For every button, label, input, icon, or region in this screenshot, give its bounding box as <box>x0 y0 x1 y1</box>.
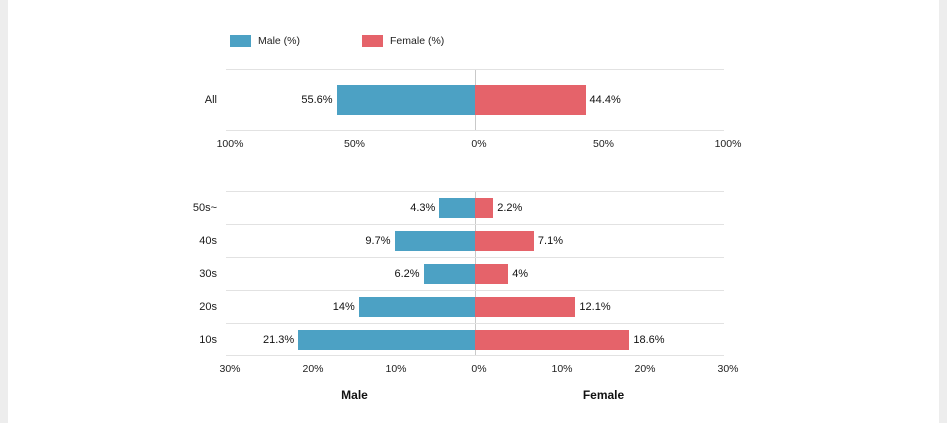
female-bar[interactable] <box>475 329 630 350</box>
female-half: 7.1% <box>475 225 724 257</box>
category-label: 30s <box>199 267 217 280</box>
category-label: 20s <box>199 300 217 313</box>
female-bar[interactable] <box>475 297 576 317</box>
legend-item-female[interactable]: Female (%) <box>362 34 445 47</box>
female-half: 2.2% <box>475 192 724 224</box>
x-axis: 100% 50% 0% 50% 100% <box>217 138 742 151</box>
male-half: 14% <box>226 291 475 323</box>
chart-age-groups: 50s~ 4.3% 2.2% 40s 9.7% 7.1% 30s 6.2% 4% 20s 14% 12… <box>8 191 939 403</box>
chart-all: All 55.6% 44.4% 100% 50% 0% 50% 100% <box>8 69 939 151</box>
plot-area: 14% 12.1% <box>226 290 724 323</box>
male-half: 55.6% <box>226 70 475 130</box>
axis-tick-label: 20% <box>634 363 656 375</box>
chart-row: 40s 9.7% 7.1% <box>8 224 728 257</box>
chart-row: All 55.6% 44.4% <box>8 69 728 131</box>
female-value-label: 18.6% <box>633 333 665 346</box>
category-label: 10s <box>199 333 217 346</box>
male-bar[interactable] <box>423 264 475 284</box>
legend-swatch-female-icon <box>362 34 384 47</box>
plot-area: 21.3% 18.6% <box>226 323 724 356</box>
legend-label-female: Female (%) <box>390 34 445 47</box>
female-value-label: 12.1% <box>579 301 611 313</box>
female-half: 44.4% <box>475 70 724 130</box>
male-bar[interactable] <box>358 297 475 317</box>
female-bar[interactable] <box>475 198 494 218</box>
male-value-label: 4.3% <box>410 202 436 214</box>
female-value-label: 44.4% <box>589 94 621 106</box>
female-half: 12.1% <box>475 291 724 323</box>
axis-tick-label: 100% <box>216 138 244 150</box>
axis-tick-label: 50% <box>592 138 615 150</box>
chart-rows: All 55.6% 44.4% <box>8 69 728 131</box>
chart-page: Male (%) Female (%) All 55.6% 44.4% 100% 50… <box>8 0 939 423</box>
male-value-label: 55.6% <box>301 94 333 106</box>
chart-row: 10s 21.3% 18.6% <box>8 323 728 356</box>
axis-tick-label: 10% <box>551 363 573 375</box>
x-axis-group-labels: Male Female <box>230 388 728 403</box>
male-bar[interactable] <box>298 329 475 350</box>
plot-area: 6.2% 4% <box>226 257 724 290</box>
legend: Male (%) Female (%) <box>230 34 939 47</box>
male-half: 9.7% <box>226 225 475 257</box>
legend-label-male: Male (%) <box>258 34 301 47</box>
x-axis-label-female: Female <box>582 388 625 402</box>
chart-row: 20s 14% 12.1% <box>8 290 728 323</box>
male-half: 4.3% <box>226 192 475 224</box>
axis-tick-label: 0% <box>471 363 487 375</box>
axis-tick-label: 50% <box>343 138 366 150</box>
female-bar[interactable] <box>475 85 586 115</box>
male-bar[interactable] <box>336 85 475 115</box>
category-label: All <box>204 94 217 106</box>
male-half: 6.2% <box>226 258 475 290</box>
plot-area: 55.6% 44.4% <box>226 69 724 131</box>
chart-row: 50s~ 4.3% 2.2% <box>8 191 728 224</box>
axis-tick-label: 100% <box>714 138 742 150</box>
male-value-label: 14% <box>332 301 355 313</box>
x-axis: 30% 20% 10% 0% 10% 20% 30% <box>219 363 738 376</box>
axis-tick-label: 10% <box>385 363 407 375</box>
male-value-label: 6.2% <box>394 268 420 280</box>
category-label: 50s~ <box>192 201 217 214</box>
chart-rows: 50s~ 4.3% 2.2% 40s 9.7% 7.1% 30s 6.2% 4% 20s 14% 12… <box>8 191 728 356</box>
x-axis-label-male: Male <box>341 388 368 402</box>
female-half: 4% <box>475 258 724 290</box>
plot-area: 9.7% 7.1% <box>226 224 724 257</box>
female-value-label: 2.2% <box>497 202 523 214</box>
axis-tick-label: 30% <box>219 363 241 375</box>
plot-area: 4.3% 2.2% <box>226 191 724 224</box>
legend-item-male[interactable]: Male (%) <box>230 34 301 47</box>
male-bar[interactable] <box>439 198 475 218</box>
axis-tick-label: 0% <box>471 138 487 150</box>
female-value-label: 7.1% <box>537 235 563 247</box>
female-bar[interactable] <box>475 231 534 251</box>
chart-row: 30s 6.2% 4% <box>8 257 728 290</box>
female-bar[interactable] <box>475 264 509 284</box>
female-half: 18.6% <box>475 324 724 355</box>
legend-swatch-male-icon <box>230 34 251 47</box>
axis-tick-label: 20% <box>302 363 324 375</box>
male-value-label: 9.7% <box>365 235 391 247</box>
female-value-label: 4% <box>512 268 529 280</box>
male-value-label: 21.3% <box>263 333 295 346</box>
male-bar[interactable] <box>394 231 475 251</box>
male-half: 21.3% <box>226 324 475 355</box>
category-label: 40s <box>199 234 217 247</box>
axis-tick-label: 30% <box>717 363 739 375</box>
